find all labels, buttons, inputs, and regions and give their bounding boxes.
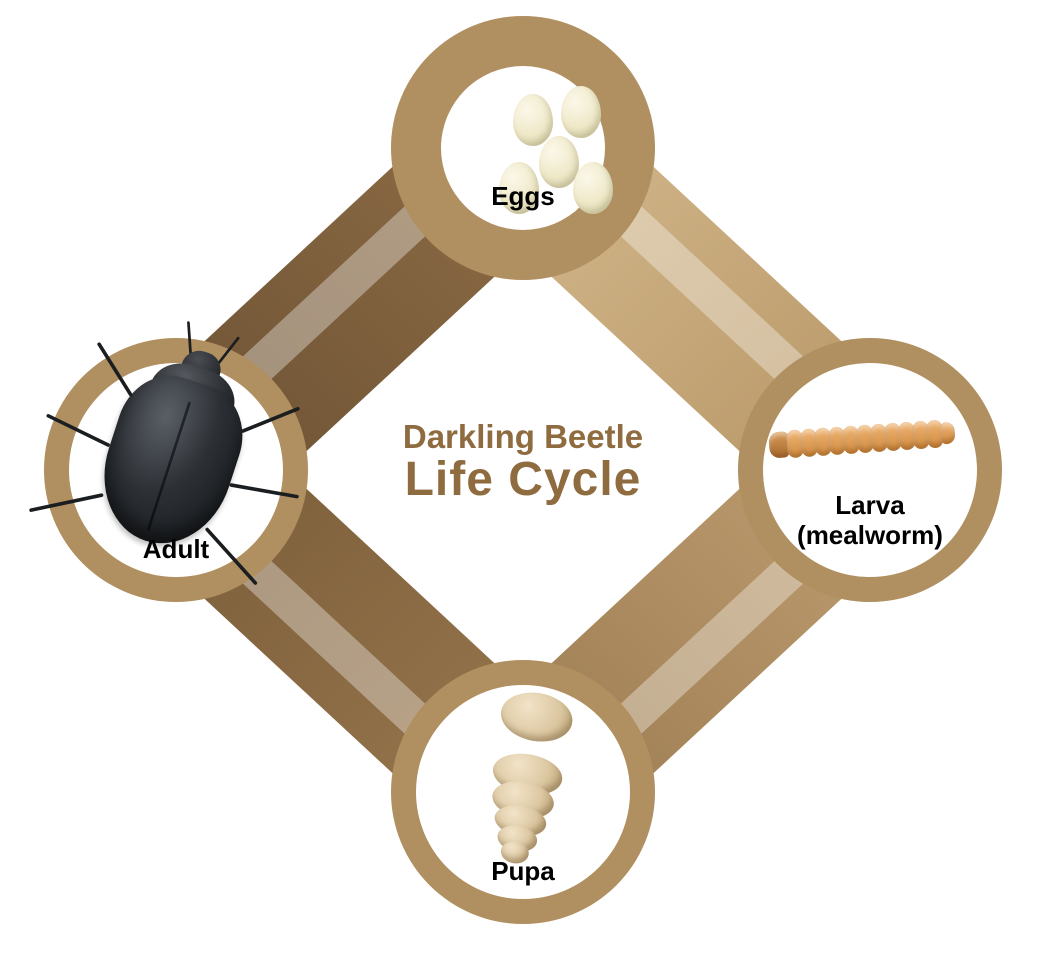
stage-adult-label: Adult bbox=[69, 535, 283, 565]
diagram-title: Darkling Beetle Life Cycle bbox=[358, 420, 688, 505]
stage-larva-label: Larva (mealworm) bbox=[763, 491, 977, 551]
stage-pupa-label: Pupa bbox=[416, 857, 630, 887]
stage-adult: Adult bbox=[44, 338, 308, 602]
pupa-illustration bbox=[472, 686, 590, 869]
mealworm-illustration bbox=[770, 419, 956, 460]
stage-pupa: Pupa bbox=[391, 660, 655, 924]
lifecycle-diagram: { "type": "cycle-infographic", "canvas":… bbox=[0, 0, 1047, 980]
stage-eggs: Eggs bbox=[391, 16, 655, 280]
stage-eggs-label: Eggs bbox=[441, 182, 605, 212]
title-line1: Darkling Beetle bbox=[358, 420, 688, 455]
stage-larva: Larva (mealworm) bbox=[738, 338, 1002, 602]
title-line2: Life Cycle bbox=[358, 455, 688, 505]
